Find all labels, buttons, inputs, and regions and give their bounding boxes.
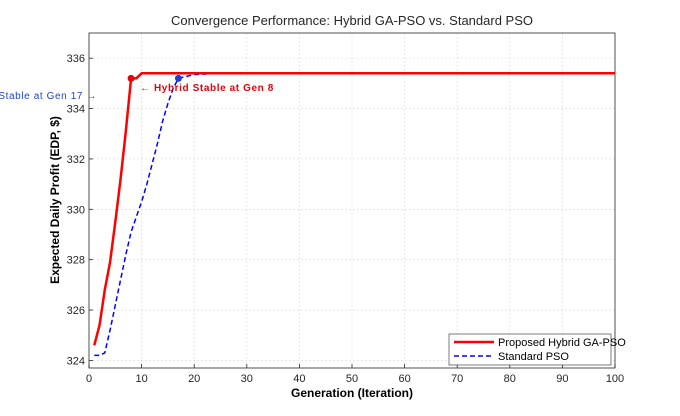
hybrid-stable-marker <box>127 74 135 82</box>
hybrid-series-line <box>93 72 615 346</box>
x-axis-label: Generation (Iteration) <box>291 386 413 400</box>
plot-area <box>89 33 615 368</box>
x-tick-label: 10 <box>135 373 147 385</box>
x-tick-label: 90 <box>556 373 568 385</box>
x-tick-label: 20 <box>188 373 200 385</box>
x-tick-label: 60 <box>398 373 410 385</box>
y-tick-label: 330 <box>67 204 85 216</box>
y-tick-label: 324 <box>67 355 85 367</box>
legend: Proposed Hybrid GA-PSO Standard PSO <box>448 333 626 366</box>
legend-box <box>448 333 612 366</box>
pso-stable-annotation: PSO Stable at Gen 17 → <box>0 91 97 102</box>
y-axis-label: Expected Daily Profit (EDP, $) <box>48 116 62 284</box>
x-tick-label: 80 <box>504 373 516 385</box>
legend-label-pso: Standard PSO <box>498 351 569 363</box>
x-tick-label: 100 <box>606 373 624 385</box>
x-tick-label: 0 <box>86 373 92 385</box>
axis-ticks: 0 10 20 30 40 50 60 70 80 90 100 324 326 328 330 332 334… <box>67 53 625 385</box>
y-tick-label: 326 <box>67 305 85 317</box>
series-lines <box>93 72 615 357</box>
y-tick-label: 334 <box>67 104 85 116</box>
x-tick-label: 30 <box>241 373 253 385</box>
pso-series-line <box>94 72 615 357</box>
pso-stable-marker <box>174 74 182 82</box>
y-tick-label: 332 <box>67 154 85 166</box>
y-tick-label: 336 <box>67 53 85 65</box>
x-tick-label: 50 <box>346 373 358 385</box>
hybrid-stable-annotation: ← Hybrid Stable at Gen 8 <box>140 83 274 94</box>
y-tick-label: 328 <box>67 255 85 267</box>
x-tick-label: 70 <box>451 373 463 385</box>
chart-title: Convergence Performance: Hybrid GA-PSO v… <box>171 13 533 28</box>
x-tick-label: 40 <box>293 373 305 385</box>
legend-label-hybrid: Proposed Hybrid GA-PSO <box>498 337 626 349</box>
stable-markers <box>127 74 182 82</box>
